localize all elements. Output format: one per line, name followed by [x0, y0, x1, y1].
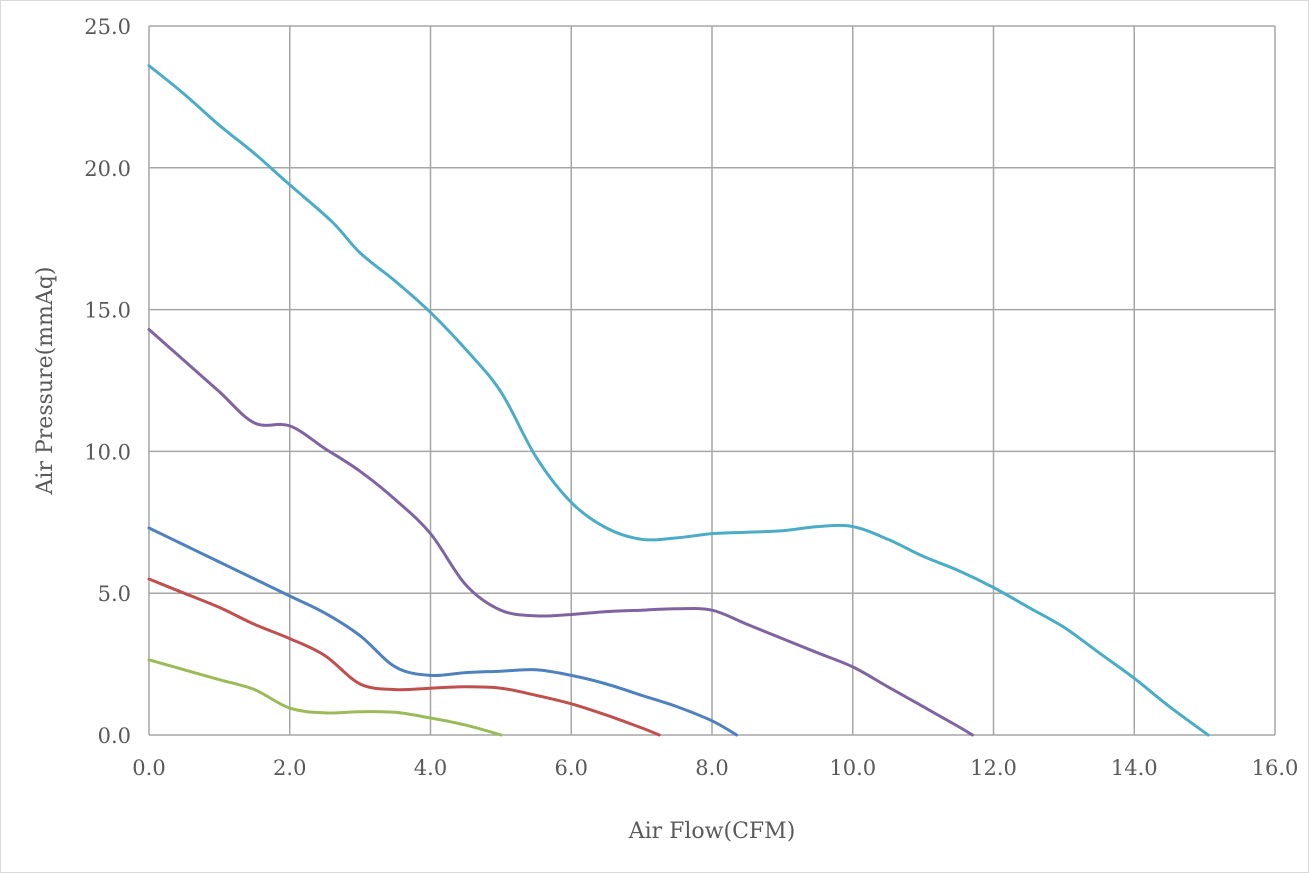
x-tick-label: 10.0 [829, 756, 876, 780]
y-tick-label: 5.0 [98, 582, 131, 606]
y-axis-title: Air Pressure(mmAq) [33, 267, 58, 496]
x-tick-label: 12.0 [970, 756, 1017, 780]
x-axis-title: Air Flow(CFM) [628, 819, 796, 844]
y-tick-label: 10.0 [84, 440, 131, 464]
y-tick-label: 15.0 [84, 299, 131, 323]
y-tick-label: 20.0 [84, 157, 131, 181]
tick-labels: 0.0 2.0 4.0 6.0 8.0 10.0 12.0 14.0 16.0 0.0 5.0 10.… [84, 15, 1298, 780]
x-tick-label: 6.0 [555, 756, 588, 780]
grid-layer [148, 25, 1276, 736]
series-layer [147, 64, 1210, 737]
series-line-2 [147, 328, 974, 737]
x-tick-label: 8.0 [695, 756, 728, 780]
series-line-1 [147, 64, 1210, 737]
series-line-3 [147, 526, 739, 737]
x-tick-label: 0.0 [132, 756, 165, 780]
x-tick-label: 2.0 [273, 756, 306, 780]
series-line-5 [147, 658, 503, 737]
y-tick-label: 25.0 [84, 15, 131, 39]
x-tick-label: 16.0 [1252, 756, 1299, 780]
x-tick-label: 14.0 [1111, 756, 1158, 780]
x-tick-label: 4.0 [414, 756, 447, 780]
series-line-4 [147, 577, 661, 737]
y-tick-label: 0.0 [98, 724, 131, 748]
